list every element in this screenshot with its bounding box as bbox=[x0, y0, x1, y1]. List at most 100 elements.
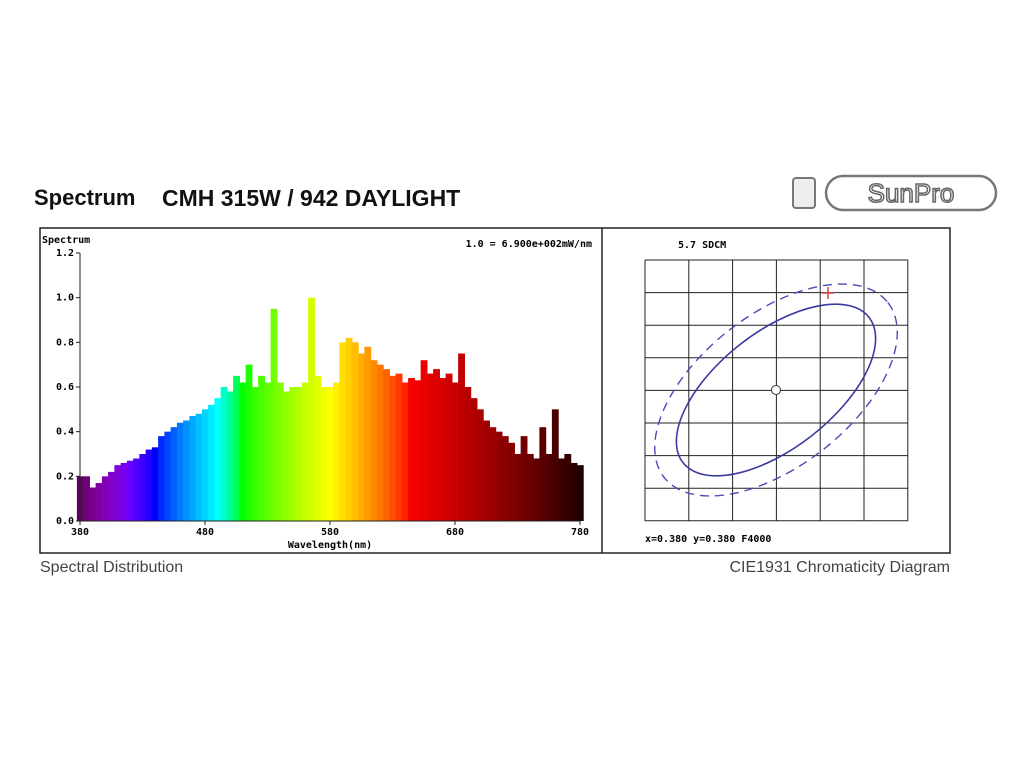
caption: CIE1931 Chromaticity Diagram bbox=[729, 559, 950, 576]
marker bbox=[822, 287, 834, 299]
y-tick-label: 0.6 bbox=[56, 382, 74, 393]
spectrum-bar bbox=[289, 387, 297, 521]
spectrum-bar bbox=[408, 378, 415, 521]
coords: x=0.380 y=0.380 F4000 bbox=[645, 534, 771, 545]
spectrum-bar bbox=[326, 387, 334, 521]
spectrum-bar bbox=[495, 431, 503, 521]
spectrum-bar bbox=[233, 375, 240, 521]
spectrum-bar bbox=[89, 487, 97, 521]
spectrum-bar bbox=[245, 364, 253, 521]
ellipse-dashed bbox=[654, 283, 898, 497]
spectrum-bar bbox=[514, 454, 522, 521]
spectrum-bar bbox=[183, 420, 190, 521]
spectrum-bar bbox=[320, 387, 328, 521]
spectrum-bar bbox=[126, 460, 134, 521]
spectrum-bar bbox=[445, 373, 453, 521]
annotation: 1.0 = 6.900e+002mW/nm bbox=[466, 239, 592, 250]
sdcm: 5.7 SDCM bbox=[678, 240, 726, 251]
spectrum-bar bbox=[564, 454, 572, 521]
spectrum-bar bbox=[208, 404, 215, 521]
x-tick-label: 380 bbox=[71, 527, 89, 538]
logo-icon bbox=[792, 177, 816, 209]
subtitle: CMH 315W / 942 DAYLIGHT bbox=[162, 185, 460, 211]
spectrum-bar bbox=[433, 369, 440, 521]
x-tick-label: 780 bbox=[571, 527, 589, 538]
spectrum-bar bbox=[120, 462, 128, 521]
spectrum-bar bbox=[114, 465, 122, 521]
ellipse bbox=[675, 303, 877, 477]
logo-frame bbox=[824, 174, 998, 212]
spectrum-bar bbox=[501, 436, 509, 521]
x-tick-label: 680 bbox=[446, 527, 464, 538]
spectrum-bar bbox=[489, 427, 497, 521]
spectrum-bar bbox=[364, 346, 372, 521]
spectrum-bar bbox=[108, 471, 115, 521]
spectrum-bar bbox=[220, 387, 228, 521]
spectrum-bar bbox=[351, 342, 359, 521]
spectrum-bar bbox=[176, 422, 184, 521]
y-tick-label: 1.0 bbox=[56, 293, 74, 304]
x-tick-label: 480 bbox=[196, 527, 214, 538]
spectrum-bar bbox=[439, 378, 447, 521]
y-tick-label: 1.2 bbox=[56, 248, 74, 259]
spectrum-bar bbox=[526, 454, 534, 521]
spectrum-bar bbox=[533, 458, 540, 521]
center-point bbox=[771, 385, 781, 395]
title: Spectrum bbox=[34, 185, 135, 210]
spectrum-bar bbox=[376, 364, 384, 521]
spectrum-bar bbox=[420, 360, 428, 521]
spectrum-bar bbox=[339, 342, 347, 521]
spectrum-bar bbox=[551, 409, 559, 521]
ellipses bbox=[654, 283, 898, 497]
spectrum-bar bbox=[145, 449, 153, 521]
spectrum-bar bbox=[101, 476, 109, 521]
y-tick-label: 0.8 bbox=[56, 337, 74, 348]
y-tick-label: 0.2 bbox=[56, 471, 74, 482]
y-tick-label: 0.0 bbox=[56, 516, 74, 527]
frame bbox=[39, 227, 951, 554]
spectrum-bar bbox=[426, 373, 434, 521]
spectrum-bar bbox=[276, 382, 284, 521]
spectrum-bar bbox=[214, 398, 222, 521]
spectrum-bar bbox=[314, 375, 322, 521]
spectrum-bar bbox=[333, 382, 340, 521]
spectrum-bar bbox=[520, 436, 528, 521]
spectrum-bar bbox=[558, 458, 565, 521]
spectrum-bar bbox=[295, 387, 303, 521]
spectrum-bar bbox=[414, 380, 422, 521]
caption: Spectral Distribution bbox=[40, 559, 183, 576]
spectrum-bar bbox=[258, 375, 265, 521]
spectrum-bar bbox=[570, 462, 578, 521]
spectrum-bar bbox=[470, 398, 478, 521]
spectrum-bar bbox=[345, 337, 353, 521]
spectrum-bar bbox=[370, 360, 378, 521]
y-tick-label: 0.4 bbox=[56, 427, 74, 438]
spectrum-bar bbox=[264, 382, 272, 521]
spectrum-bar bbox=[395, 373, 403, 521]
spectrum-bar bbox=[576, 465, 584, 521]
spectrum-bar bbox=[301, 382, 309, 521]
spectrum-bar bbox=[158, 436, 165, 521]
spectrum-bar bbox=[201, 409, 209, 521]
spectrum-bar bbox=[195, 413, 203, 521]
x-label: Wavelength(nm) bbox=[288, 540, 372, 551]
spectrum-bar bbox=[508, 442, 515, 521]
spectrum-bar bbox=[308, 297, 315, 521]
spectrum-bar bbox=[239, 382, 247, 521]
spectrum-bar bbox=[189, 416, 197, 521]
spectrum-bar bbox=[358, 353, 365, 521]
spectrum-bar bbox=[545, 454, 553, 521]
spectrum-bar bbox=[139, 454, 147, 521]
spectrum-bar bbox=[251, 387, 259, 521]
logo-text: SunPro bbox=[868, 178, 955, 208]
spectrum-bar bbox=[389, 375, 397, 521]
spectrum-bar bbox=[383, 369, 390, 521]
spectrum-bar bbox=[270, 308, 278, 521]
x-tick-label: 580 bbox=[321, 527, 339, 538]
spectrum-bar bbox=[170, 427, 178, 521]
spectrum-bar bbox=[483, 420, 490, 521]
spectrum-bar bbox=[226, 391, 234, 521]
spectrum-bar bbox=[464, 387, 472, 521]
y-label: Spectrum bbox=[42, 235, 90, 246]
